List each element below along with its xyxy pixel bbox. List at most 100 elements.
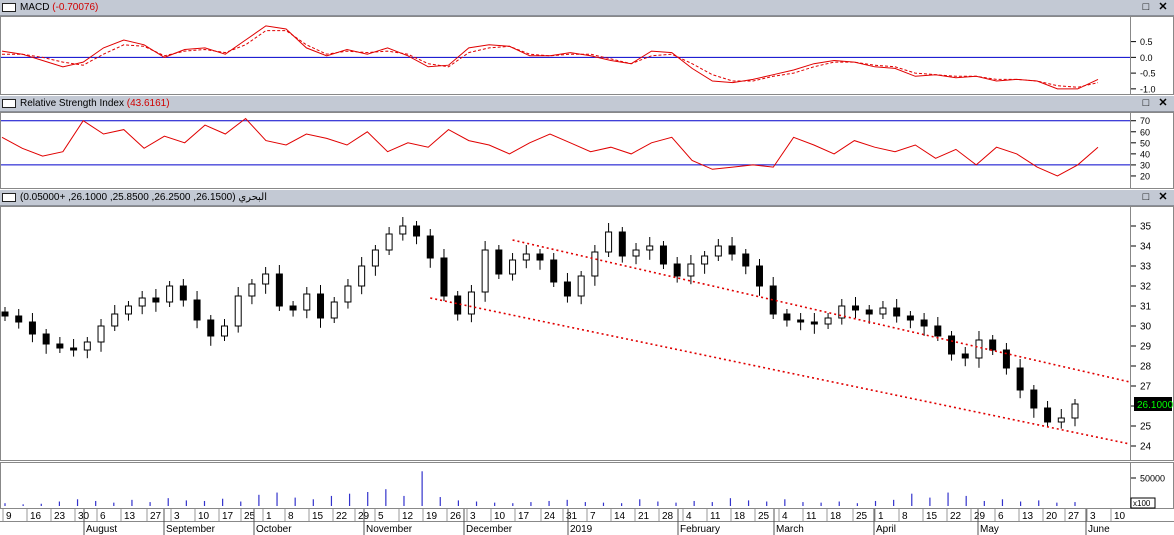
tick-label: -0.5 — [1140, 69, 1156, 79]
price-plot: 35 34 33 32 31 30 29 28 27 26 25 24 26.1000 — [1, 217, 1174, 453]
candle-body — [1, 311, 9, 317]
candle-body — [454, 295, 462, 315]
day-label: 25 — [758, 511, 770, 522]
candle-body — [262, 273, 270, 285]
window-icon — [2, 193, 16, 202]
candle-body — [166, 285, 174, 303]
candle-body — [303, 293, 311, 311]
day-label: 22 — [336, 511, 348, 522]
tick-label: 0.5 — [1140, 37, 1153, 47]
candle-body — [56, 343, 64, 349]
macd-plot: 0.5 0.0 -0.5 -1.0 — [1, 25, 1156, 94]
candle-body — [179, 285, 187, 301]
day-label: 9 — [6, 511, 12, 522]
candle-body — [344, 285, 352, 303]
date-axis: 9 16 23 30 6 13 27 3 10 17 25 1 8 15 22 29 5 12 19 26 3 10 17 2… — [0, 509, 1174, 535]
day-label: 3 — [174, 511, 180, 522]
maximize-icon[interactable]: □ — [1142, 97, 1150, 109]
macd-panel-title: MACD (-0.70076) □ ✕ — [0, 0, 1174, 16]
tick-label: 30 — [1140, 322, 1152, 333]
day-label: 8 — [288, 511, 294, 522]
candle-body — [810, 321, 818, 325]
candle-body — [317, 293, 325, 319]
candle-body — [193, 299, 201, 321]
candle-body — [1030, 389, 1038, 409]
close-icon[interactable]: ✕ — [1158, 191, 1168, 203]
day-label: 16 — [30, 511, 42, 522]
day-label: 27 — [1068, 511, 1080, 522]
unit-box — [1130, 497, 1156, 509]
candle-body — [797, 319, 805, 323]
close-icon[interactable]: ✕ — [1158, 97, 1168, 109]
candle-body — [138, 297, 146, 307]
rsi-title: Relative Strength Index (43.6161) — [20, 98, 170, 109]
day-label: 21 — [638, 511, 650, 522]
candle-body — [330, 301, 338, 319]
window-icon — [2, 99, 16, 108]
close-icon[interactable]: ✕ — [1158, 1, 1168, 13]
candle-body — [893, 307, 901, 317]
panel-frame — [0, 16, 1174, 95]
rsi-line — [1, 117, 1099, 177]
window-icon — [2, 3, 16, 12]
candle-body — [385, 233, 393, 251]
candle-body — [879, 307, 887, 315]
rsi-value: (43.6161) — [126, 98, 170, 109]
panel-frame — [0, 206, 1174, 461]
month-label: May — [980, 524, 999, 535]
day-label: 15 — [926, 511, 938, 522]
candle-body — [1057, 417, 1065, 423]
candle-body — [687, 263, 695, 277]
volume-plot: 50000 x100 — [4, 471, 1165, 509]
day-label: 10 — [198, 511, 210, 522]
panel-frame — [0, 112, 1174, 189]
candle-body — [495, 249, 503, 275]
month-label: October — [256, 524, 292, 535]
day-label: 19 — [426, 511, 438, 522]
candle-body — [371, 249, 379, 267]
candle-body — [1044, 407, 1052, 423]
day-label: 20 — [1046, 511, 1058, 522]
candle-body — [824, 317, 832, 325]
unit-label: x100 — [1133, 499, 1151, 508]
day-label: 1 — [878, 511, 884, 522]
candle-body — [783, 313, 791, 321]
day-label: 4 — [686, 511, 692, 522]
maximize-icon[interactable]: □ — [1142, 1, 1150, 13]
candle-body — [426, 235, 434, 259]
day-label: 28 — [662, 511, 674, 522]
day-label: 25 — [856, 511, 868, 522]
day-label: 10 — [494, 511, 506, 522]
tick-label: 33 — [1140, 262, 1152, 273]
maximize-icon[interactable]: □ — [1142, 191, 1150, 203]
tick-label: 0.0 — [1140, 53, 1153, 63]
month-label: September — [166, 524, 216, 535]
tick-label: 20 — [1140, 171, 1150, 181]
day-label: 18 — [734, 511, 746, 522]
day-label: 7 — [590, 511, 596, 522]
candle-body — [975, 339, 983, 359]
candle-body — [413, 225, 421, 237]
day-label: 5 — [378, 511, 384, 522]
month-label: December — [466, 524, 513, 535]
candle-body — [1002, 349, 1010, 369]
candle-body — [70, 347, 78, 351]
candle-body — [97, 325, 105, 343]
day-label: 10 — [1114, 511, 1126, 522]
day-label: 4 — [782, 511, 788, 522]
tick-label: 50000 — [1140, 474, 1165, 484]
candle-body — [632, 249, 640, 257]
candle-body — [234, 295, 242, 327]
day-label: 17 — [518, 511, 530, 522]
last-price-label: 26.1000 — [1137, 400, 1174, 411]
candle-body — [399, 225, 407, 235]
candle-body — [275, 273, 283, 307]
price-ohlc: (26.1500, 26.2500, 25.8500, 26.1000, +0.… — [20, 192, 236, 203]
day-label: 15 — [312, 511, 324, 522]
candle-body — [646, 245, 654, 251]
candle-body — [577, 275, 585, 297]
candle-body — [481, 249, 489, 293]
candle-body — [618, 231, 626, 257]
tick-label: 29 — [1140, 342, 1152, 353]
tick-label: 60 — [1140, 127, 1150, 137]
